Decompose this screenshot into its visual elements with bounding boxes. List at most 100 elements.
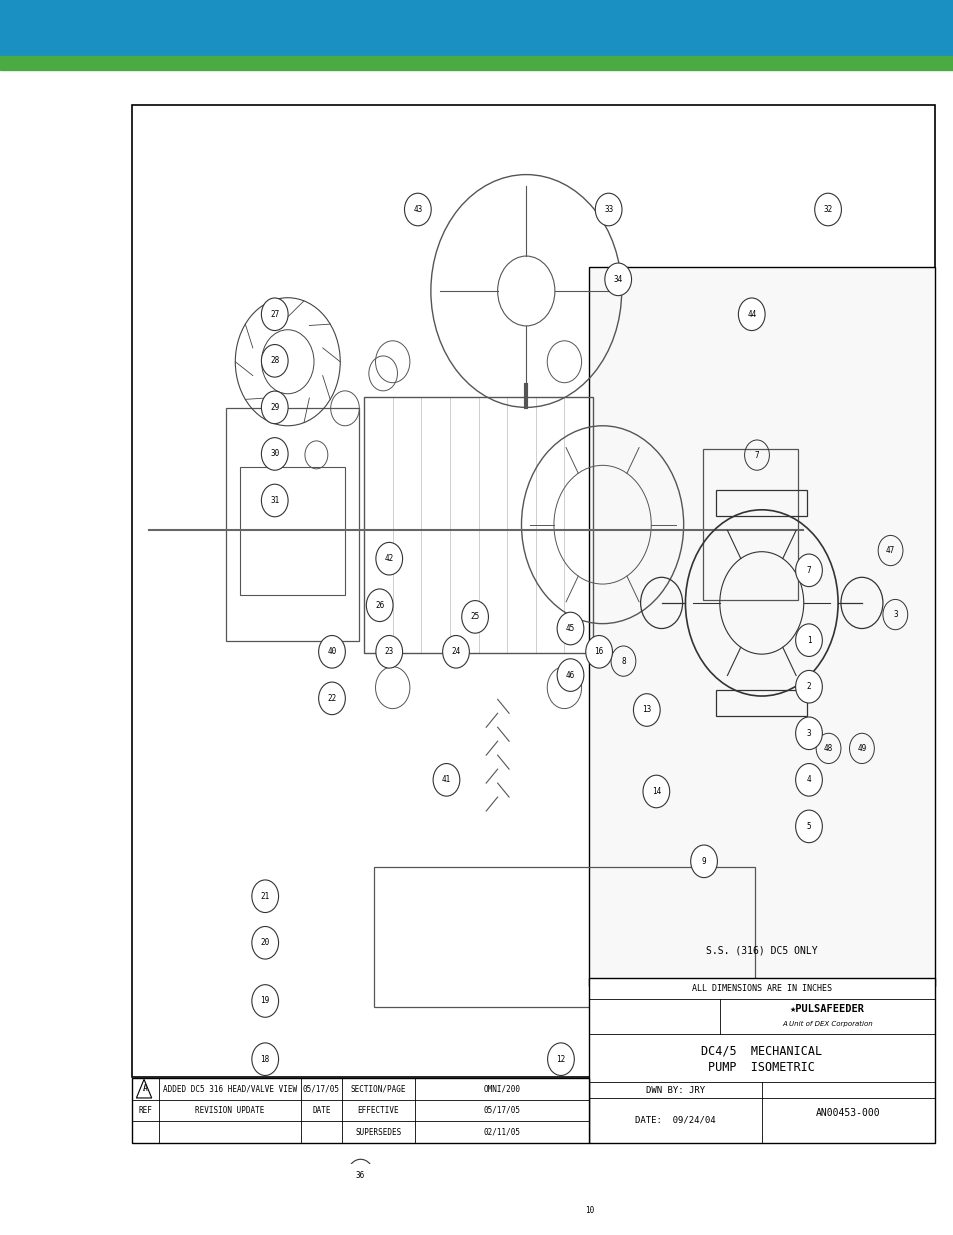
Text: 23: 23	[384, 647, 394, 656]
Text: PUMP  ISOMETRIC: PUMP ISOMETRIC	[707, 1061, 815, 1074]
Bar	[588, 267, 934, 986]
Text: DATE: DATE	[312, 1105, 330, 1115]
Text: REF: REF	[138, 1105, 152, 1115]
Text: 10: 10	[584, 1207, 594, 1215]
Circle shape	[842, 1020, 869, 1052]
Circle shape	[252, 879, 278, 913]
Bar	[702, 450, 798, 600]
Circle shape	[252, 1089, 278, 1123]
Text: 40: 40	[327, 647, 336, 656]
Text: ★PULSAFEEDER: ★PULSAFEEDER	[789, 1004, 864, 1014]
Text: DC4/5  MECHANICAL: DC4/5 MECHANICAL	[700, 1044, 821, 1057]
Text: 29: 29	[270, 403, 279, 412]
Circle shape	[318, 636, 345, 668]
Text: EFFECTIVE: EFFECTIVE	[357, 1105, 398, 1115]
Text: 24: 24	[451, 647, 460, 656]
Circle shape	[261, 345, 288, 377]
Bar	[716, 490, 806, 516]
Bar	[0, 0, 953, 56]
Text: 05/17/05: 05/17/05	[483, 1105, 519, 1115]
Circle shape	[261, 298, 288, 331]
Text: 9: 9	[701, 857, 705, 866]
Text: SUPERSEDES: SUPERSEDES	[355, 1128, 401, 1136]
Circle shape	[261, 437, 288, 471]
Text: 3: 3	[892, 610, 897, 619]
Text: ALL DIMENSIONS ARE IN INCHES: ALL DIMENSIONS ARE IN INCHES	[691, 984, 831, 993]
Bar	[240, 467, 345, 594]
Text: 43: 43	[413, 205, 422, 214]
Circle shape	[557, 658, 583, 692]
Circle shape	[642, 776, 669, 808]
Circle shape	[366, 589, 393, 621]
Text: 42: 42	[384, 555, 394, 563]
Text: S.S. (316) DC5 ONLY: S.S. (316) DC5 ONLY	[705, 946, 817, 956]
Text: 7: 7	[806, 566, 810, 574]
Text: 1: 1	[806, 636, 810, 645]
Text: 4: 4	[806, 776, 810, 784]
Text: 41: 41	[441, 776, 451, 784]
Text: SECTION/PAGE: SECTION/PAGE	[351, 1084, 406, 1093]
Text: 14: 14	[651, 787, 660, 797]
Text: A: A	[143, 1084, 148, 1093]
Text: 02/11/05: 02/11/05	[483, 1128, 519, 1136]
Circle shape	[795, 718, 821, 750]
Text: 30: 30	[270, 450, 279, 458]
Circle shape	[375, 542, 402, 576]
Text: 34: 34	[613, 275, 622, 284]
Text: 47: 47	[885, 546, 894, 555]
Circle shape	[375, 636, 402, 668]
Circle shape	[461, 600, 488, 634]
Bar	[226, 409, 359, 641]
Circle shape	[404, 193, 431, 226]
Bar	[716, 690, 806, 716]
Text: DWN BY: JRY: DWN BY: JRY	[645, 1086, 704, 1094]
Text: 49: 49	[857, 743, 865, 753]
Circle shape	[814, 193, 841, 226]
Text: 20: 20	[260, 939, 270, 947]
Text: A Unit of DEX Corporation: A Unit of DEX Corporation	[781, 1021, 872, 1028]
Text: 48: 48	[823, 743, 832, 753]
Circle shape	[604, 263, 631, 295]
Text: 2: 2	[806, 682, 810, 692]
Bar	[374, 867, 755, 1007]
Bar	[364, 396, 593, 653]
Circle shape	[442, 636, 469, 668]
Text: 3: 3	[806, 729, 810, 737]
Text: 05/17/05: 05/17/05	[302, 1084, 339, 1093]
Text: 15: 15	[355, 1102, 365, 1110]
Circle shape	[261, 391, 288, 424]
Text: 28: 28	[270, 357, 279, 366]
Text: 16: 16	[594, 647, 603, 656]
Text: 19: 19	[260, 997, 270, 1005]
Circle shape	[795, 555, 821, 587]
Circle shape	[795, 624, 821, 657]
Circle shape	[557, 613, 583, 645]
Text: 31: 31	[270, 496, 279, 505]
Circle shape	[347, 1160, 374, 1192]
Text: 26: 26	[375, 600, 384, 610]
Text: 33: 33	[603, 205, 613, 214]
Text: 8: 8	[854, 1031, 858, 1040]
Circle shape	[795, 763, 821, 797]
Text: 7: 7	[754, 451, 759, 459]
Text: 13: 13	[641, 705, 651, 715]
Text: !: !	[142, 1086, 146, 1092]
Text: AN00453-000: AN00453-000	[815, 1108, 880, 1118]
Text: 27: 27	[270, 310, 279, 319]
Circle shape	[633, 694, 659, 726]
Text: 8: 8	[620, 657, 625, 666]
Circle shape	[433, 763, 459, 797]
Circle shape	[738, 298, 764, 331]
Circle shape	[252, 1042, 278, 1076]
Circle shape	[252, 926, 278, 960]
Circle shape	[576, 1194, 602, 1226]
Text: 44: 44	[746, 310, 756, 319]
Circle shape	[585, 636, 612, 668]
Bar	[132, 1078, 588, 1142]
Bar	[588, 978, 934, 1142]
Circle shape	[318, 682, 345, 715]
Text: REVISION UPDATE: REVISION UPDATE	[195, 1105, 264, 1115]
Text: OMNI/200: OMNI/200	[483, 1084, 519, 1093]
Text: 5: 5	[806, 823, 810, 831]
Circle shape	[347, 1089, 374, 1123]
